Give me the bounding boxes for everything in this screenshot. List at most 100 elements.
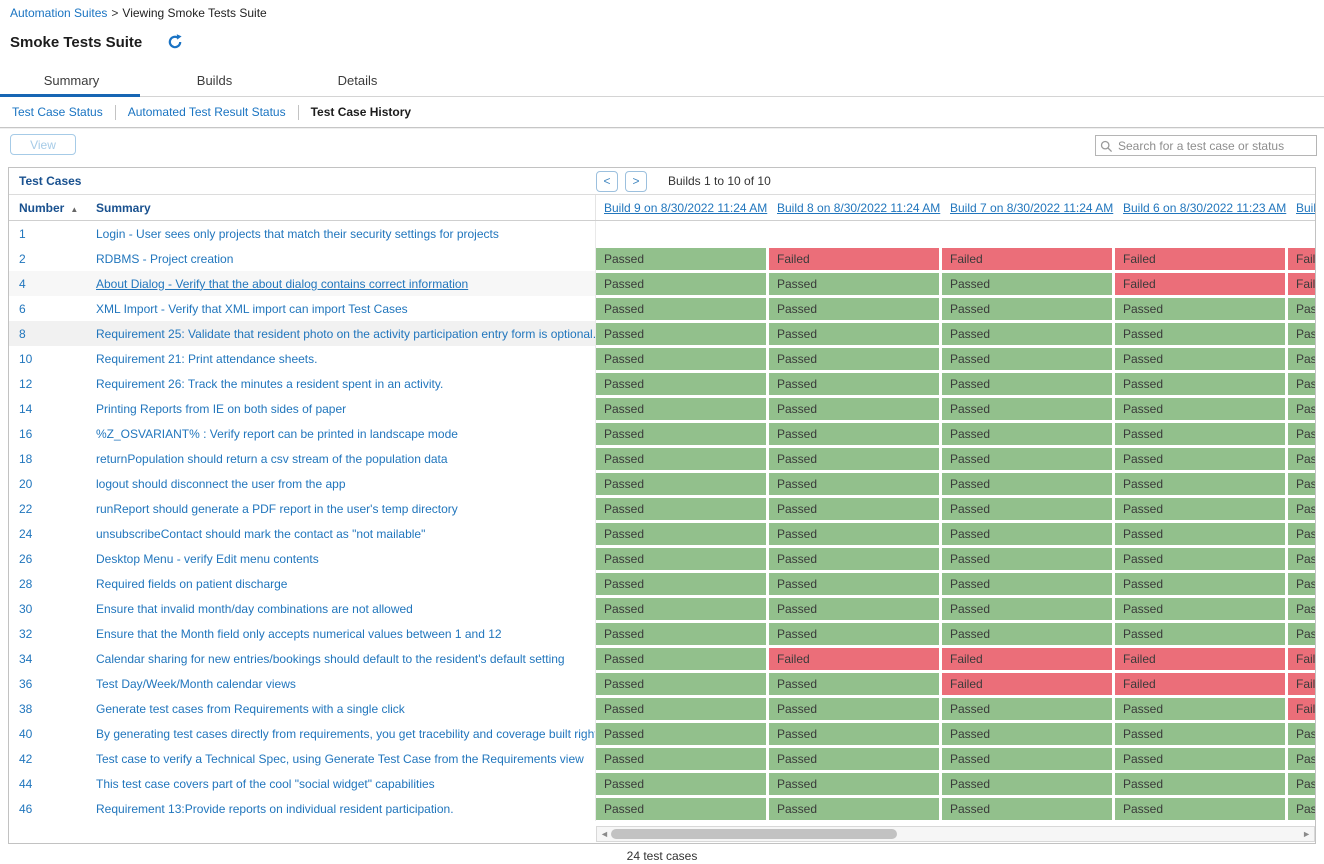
summary-cell: Printing Reports from IE on both sides o… <box>96 402 595 416</box>
test-case-number-link[interactable]: 32 <box>19 626 33 641</box>
test-case-number-link[interactable]: 14 <box>19 401 33 416</box>
test-case-number-link[interactable]: 40 <box>19 726 33 741</box>
status-cell: Passed <box>942 298 1112 320</box>
number-cell: 36 <box>9 677 96 691</box>
test-case-summary-link[interactable]: Test case to verify a Technical Spec, us… <box>96 751 584 766</box>
test-case-number-link[interactable]: 1 <box>19 226 26 241</box>
search-input[interactable] <box>1116 136 1314 155</box>
test-case-summary-link[interactable]: RDBMS - Project creation <box>96 251 234 266</box>
tab-builds[interactable]: Builds <box>196 73 233 88</box>
test-case-summary-link[interactable]: Requirement 26: Track the minutes a resi… <box>96 376 444 391</box>
next-builds-button[interactable]: > <box>625 170 647 192</box>
test-case-summary-link[interactable]: Calendar sharing for new entries/booking… <box>96 651 565 666</box>
test-case-number-link[interactable]: 42 <box>19 751 33 766</box>
status-cell: Passed <box>596 298 766 320</box>
test-case-number-link[interactable]: 44 <box>19 776 33 791</box>
status-cell: Passed <box>1115 373 1285 395</box>
build-column-header-link[interactable]: Build 8 on 8/30/2022 11:24 AM <box>777 200 941 215</box>
build-status-cells: PassedPassedPassedPassedPassed <box>596 496 1315 521</box>
build-column-header-link[interactable]: Build 7 on 8/30/2022 11:24 AM <box>950 200 1114 215</box>
status-cell: Passed <box>1288 398 1315 420</box>
test-case-summary-link[interactable]: Requirement 13:Provide reports on indivi… <box>96 801 454 816</box>
test-case-summary-link[interactable]: runReport should generate a PDF report i… <box>96 501 458 516</box>
test-case-number-link[interactable]: 24 <box>19 526 33 541</box>
test-case-summary-link[interactable]: Requirement 21: Print attendance sheets. <box>96 351 318 366</box>
table-row: 42 Test case to verify a Technical Spec, … <box>9 746 1315 771</box>
build-column-header-link[interactable]: Build 5 on 8/30/2022 11:23 AM <box>1296 200 1315 215</box>
test-case-summary-link[interactable]: Login - User sees only projects that mat… <box>96 226 499 241</box>
test-case-number-link[interactable]: 8 <box>19 326 26 341</box>
test-case-summary-link[interactable]: returnPopulation should return a csv str… <box>96 451 448 466</box>
status-cell: Passed <box>942 798 1112 820</box>
status-cell: Passed <box>1288 498 1315 520</box>
view-button[interactable]: View <box>10 134 76 155</box>
status-cell: Failed <box>1115 648 1285 670</box>
status-cell: Passed <box>942 598 1112 620</box>
scrollbar-thumb[interactable] <box>611 829 897 839</box>
test-case-number-link[interactable]: 16 <box>19 426 33 441</box>
test-case-summary-link[interactable]: Generate test cases from Requirements wi… <box>96 701 405 716</box>
subtab-test-case-history[interactable]: Test Case History <box>310 105 412 119</box>
tab-details[interactable]: Details <box>337 73 378 88</box>
subtab-test-case-status[interactable]: Test Case Status <box>12 105 103 119</box>
table-row: 1 Login - User sees only projects that ma… <box>9 221 1315 246</box>
test-case-number-link[interactable]: 10 <box>19 351 33 366</box>
scroll-left-icon[interactable]: ◄ <box>600 829 609 839</box>
test-case-summary-link[interactable]: About Dialog - Verify that the about dia… <box>96 276 469 291</box>
test-case-summary-link[interactable]: Test Day/Week/Month calendar views <box>96 676 296 691</box>
refresh-icon[interactable] <box>166 33 184 51</box>
test-case-summary-link[interactable]: By generating test cases directly from r… <box>96 726 595 741</box>
breadcrumb-link-automation-suites[interactable]: Automation Suites <box>10 6 108 20</box>
number-cell: 2 <box>9 252 96 266</box>
test-case-summary-link[interactable]: unsubscribeContact should mark the conta… <box>96 526 426 541</box>
test-case-summary-link[interactable]: Required fields on patient discharge <box>96 576 288 591</box>
test-case-number-link[interactable]: 12 <box>19 376 33 391</box>
test-case-summary-link[interactable]: XML Import - Verify that XML import can … <box>96 301 408 316</box>
status-cell: Passed <box>1288 798 1315 820</box>
status-cell: Passed <box>1115 798 1285 820</box>
test-case-summary-link[interactable]: This test case covers part of the cool "… <box>96 776 435 791</box>
test-case-number-link[interactable]: 38 <box>19 701 33 716</box>
number-column-header[interactable]: Number ▲ <box>19 200 79 215</box>
prev-builds-button[interactable]: < <box>596 170 618 192</box>
test-case-number-link[interactable]: 34 <box>19 651 33 666</box>
status-cell: Passed <box>1115 348 1285 370</box>
test-case-history-table: Test Cases < > Builds 1 to 10 of 10 Numb… <box>8 167 1316 844</box>
test-case-number-link[interactable]: 6 <box>19 301 26 316</box>
test-case-cell-group: 4 About Dialog - Verify that the about di… <box>9 271 596 296</box>
scroll-right-icon[interactable]: ► <box>1302 829 1311 839</box>
test-case-summary-link[interactable]: Ensure that the Month field only accepts… <box>96 626 502 641</box>
tab-summary[interactable]: Summary <box>0 68 143 97</box>
table-row: 36 Test Day/Week/Month calendar views Pass… <box>9 671 1315 696</box>
status-cell: Passed <box>1288 598 1315 620</box>
status-cell: Passed <box>596 398 766 420</box>
build-status-cells: PassedPassedPassedPassedPassed <box>596 796 1315 821</box>
test-case-summary-link[interactable]: %Z_OSVARIANT% : Verify report can be pri… <box>96 426 458 441</box>
build-column-header-link[interactable]: Build 9 on 8/30/2022 11:24 AM <box>604 200 768 215</box>
build-status-cells: PassedPassedFailedFailedFailed <box>596 671 1315 696</box>
test-case-number-link[interactable]: 36 <box>19 676 33 691</box>
test-case-number-link[interactable]: 22 <box>19 501 33 516</box>
main-tabs: Summary Builds Details <box>0 68 1324 97</box>
horizontal-scrollbar[interactable]: ◄ ► <box>596 826 1315 842</box>
build-column-header-link[interactable]: Build 6 on 8/30/2022 11:23 AM <box>1123 200 1287 215</box>
status-cell: Passed <box>942 523 1112 545</box>
status-cell: Passed <box>769 523 939 545</box>
subtab-automated-test-result-status[interactable]: Automated Test Result Status <box>127 105 286 119</box>
test-case-number-link[interactable]: 18 <box>19 451 33 466</box>
number-cell: 34 <box>9 652 96 666</box>
test-case-number-link[interactable]: 46 <box>19 801 33 816</box>
status-cell: Passed <box>596 523 766 545</box>
test-case-summary-link[interactable]: Ensure that invalid month/day combinatio… <box>96 601 413 616</box>
test-case-summary-link[interactable]: Desktop Menu - verify Edit menu contents <box>96 551 319 566</box>
test-case-number-link[interactable]: 4 <box>19 276 26 291</box>
test-case-summary-link[interactable]: Printing Reports from IE on both sides o… <box>96 401 347 416</box>
test-case-number-link[interactable]: 30 <box>19 601 33 616</box>
test-case-summary-link[interactable]: logout should disconnect the user from t… <box>96 476 346 491</box>
subtab-divider <box>114 104 116 120</box>
test-case-number-link[interactable]: 26 <box>19 551 33 566</box>
test-case-summary-link[interactable]: Requirement 25: Validate that resident p… <box>96 326 595 341</box>
test-case-number-link[interactable]: 28 <box>19 576 33 591</box>
test-case-number-link[interactable]: 20 <box>19 476 33 491</box>
test-case-number-link[interactable]: 2 <box>19 251 26 266</box>
